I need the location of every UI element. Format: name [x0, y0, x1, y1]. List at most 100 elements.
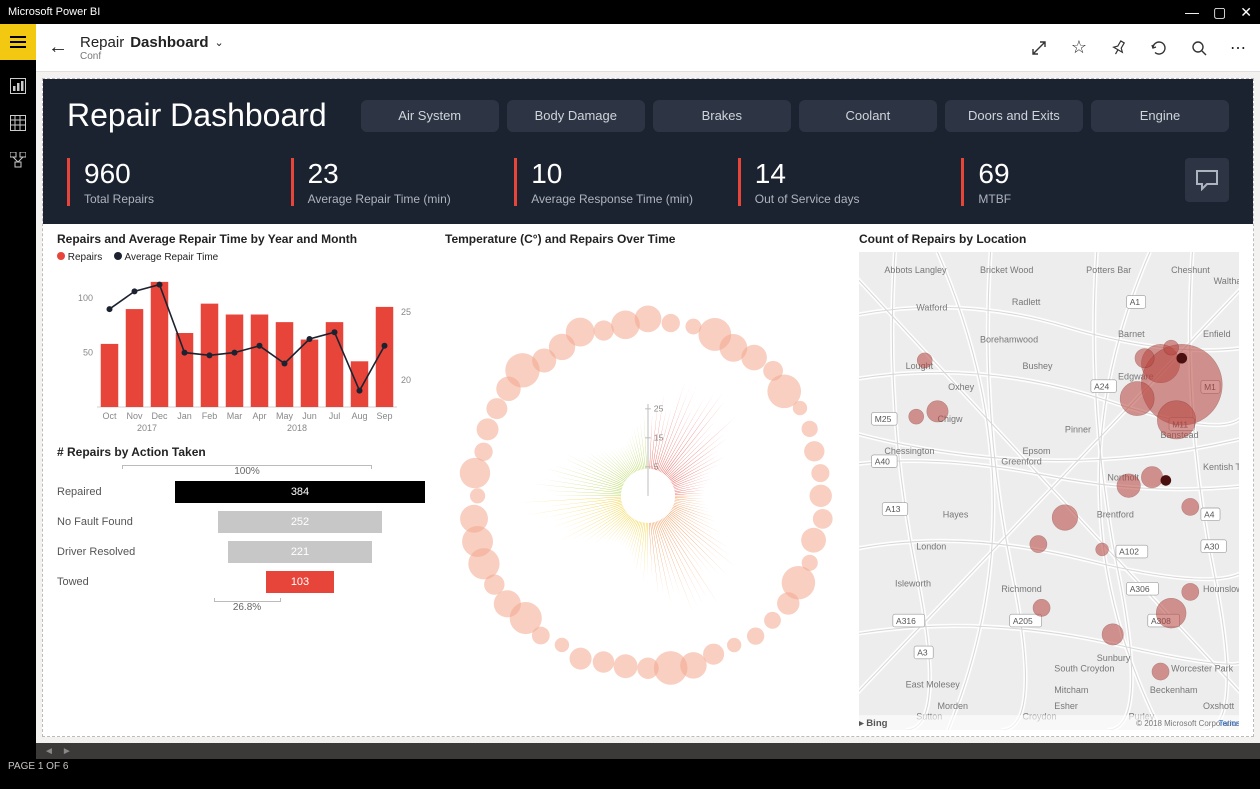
- page-indicator: PAGE 1 OF 6: [8, 761, 68, 772]
- svg-text:Apr: Apr: [252, 411, 266, 421]
- svg-text:Aug: Aug: [351, 411, 367, 421]
- app-title: Microsoft Power BI: [8, 6, 1185, 18]
- search-icon[interactable]: [1190, 39, 1208, 57]
- svg-text:A30: A30: [1204, 541, 1219, 551]
- combo-chart: 501002025OctNovDecJanFebMarAprMayJunJulA…: [57, 267, 437, 437]
- svg-text:Potters Bar: Potters Bar: [1086, 265, 1131, 275]
- page-prev-icon[interactable]: ◄: [44, 746, 54, 757]
- map-chart-card[interactable]: Count of Repairs by Location Abbots Lang…: [859, 232, 1239, 730]
- filter-pill-brakes[interactable]: Brakes: [653, 100, 791, 132]
- map-chart-title: Count of Repairs by Location: [859, 232, 1239, 246]
- map-chart: Abbots LangleyBricket WoodPotters BarChe…: [859, 252, 1239, 730]
- svg-text:Abbots Langley: Abbots Langley: [884, 265, 947, 275]
- svg-text:Sunbury: Sunbury: [1097, 653, 1131, 663]
- expand-icon[interactable]: [1030, 39, 1048, 57]
- kpi-label: MTBF: [978, 192, 1173, 206]
- action-row: Driver Resolved221: [57, 537, 437, 567]
- breadcrumb-sub: Conf: [80, 51, 224, 62]
- svg-text:Oct: Oct: [102, 411, 117, 421]
- action-bottom-label: 26.8%: [233, 602, 261, 613]
- comment-button[interactable]: [1185, 158, 1229, 202]
- filter-pill-body-damage[interactable]: Body Damage: [507, 100, 645, 132]
- filter-pill-coolant[interactable]: Coolant: [799, 100, 937, 132]
- maximize-icon[interactable]: ▢: [1213, 4, 1226, 21]
- action-row: Towed103: [57, 567, 437, 597]
- page-next-icon[interactable]: ►: [62, 746, 72, 757]
- svg-text:A1: A1: [1130, 297, 1141, 307]
- kpi-4: 69MTBF: [961, 158, 1173, 206]
- svg-text:25: 25: [401, 307, 411, 317]
- action-bar: 252: [218, 511, 382, 533]
- report-view-icon[interactable]: [10, 78, 26, 97]
- svg-text:Isleworth: Isleworth: [895, 579, 931, 589]
- svg-text:A3: A3: [917, 648, 928, 658]
- combo-chart-title: Repairs and Average Repair Time by Year …: [57, 232, 437, 246]
- legend-item: Repairs: [57, 252, 102, 263]
- kpi-3: 14Out of Service days: [738, 158, 950, 206]
- action-row: No Fault Found 252: [57, 507, 437, 537]
- hamburger-button[interactable]: [0, 24, 36, 60]
- report-canvas[interactable]: Repair Dashboard Air SystemBody DamageBr…: [42, 78, 1254, 737]
- svg-text:Sep: Sep: [376, 411, 392, 421]
- action-row: Repaired384: [57, 477, 437, 507]
- filter-pill-air-system[interactable]: Air System: [361, 100, 499, 132]
- kpi-label: Out of Service days: [755, 192, 950, 206]
- back-arrow-icon[interactable]: ←: [48, 36, 68, 59]
- chevron-down-icon[interactable]: ⌄: [215, 36, 224, 49]
- svg-text:Worcester Park: Worcester Park: [1171, 664, 1233, 674]
- kpi-label: Average Repair Time (min): [308, 192, 503, 206]
- titlebar: Microsoft Power BI — ▢ ✕: [0, 0, 1260, 24]
- action-bar: 103: [266, 571, 333, 593]
- radial-chart-card[interactable]: Temperature (C°) and Repairs Over Time 5…: [445, 232, 851, 730]
- svg-text:Epsom: Epsom: [1022, 446, 1050, 456]
- svg-text:Enfield: Enfield: [1203, 329, 1231, 339]
- svg-text:A102: A102: [1119, 547, 1139, 557]
- action-bar: 384: [175, 481, 425, 503]
- svg-text:20: 20: [401, 375, 411, 385]
- dashboard-header: Repair Dashboard Air SystemBody DamageBr…: [43, 79, 1253, 224]
- data-view-icon[interactable]: [10, 115, 26, 134]
- model-view-icon[interactable]: [10, 152, 26, 171]
- dashboard-title: Repair Dashboard: [67, 97, 327, 134]
- refresh-icon[interactable]: [1150, 39, 1168, 57]
- close-icon[interactable]: ✕: [1240, 4, 1252, 21]
- action-chart-card[interactable]: # Repairs by Action Taken 100% Repaired3…: [57, 445, 437, 613]
- svg-text:A4: A4: [1204, 510, 1215, 520]
- star-icon[interactable]: ☆: [1070, 39, 1088, 57]
- more-icon[interactable]: ⋯: [1230, 39, 1248, 57]
- combo-chart-card[interactable]: Repairs and Average Repair Time by Year …: [57, 232, 437, 437]
- svg-text:Mitcham: Mitcham: [1054, 685, 1088, 695]
- svg-text:Brentford: Brentford: [1097, 510, 1134, 520]
- svg-text:2017: 2017: [137, 423, 157, 433]
- filter-pill-engine[interactable]: Engine: [1091, 100, 1229, 132]
- svg-text:50: 50: [83, 348, 93, 358]
- svg-text:London: London: [916, 541, 946, 551]
- pin-icon[interactable]: [1110, 39, 1128, 57]
- svg-text:Radlett: Radlett: [1012, 297, 1041, 307]
- svg-text:A205: A205: [1013, 616, 1033, 626]
- action-chart-title: # Repairs by Action Taken: [57, 445, 437, 459]
- top-toolbar: ← Repair Dashboard ⌄ Conf ☆ ⋯: [36, 24, 1260, 72]
- svg-text:15: 15: [654, 433, 664, 443]
- svg-text:100: 100: [78, 293, 93, 303]
- minimize-icon[interactable]: —: [1185, 4, 1199, 20]
- status-bar: PAGE 1 OF 6: [0, 759, 1260, 773]
- kpi-value: 960: [84, 158, 279, 190]
- svg-text:Cheshunt: Cheshunt: [1171, 265, 1210, 275]
- svg-text:Borehamwood: Borehamwood: [980, 334, 1038, 344]
- breadcrumb[interactable]: Repair Dashboard ⌄ Conf: [80, 34, 224, 62]
- action-bar: 221: [228, 541, 372, 563]
- svg-text:Beckenham: Beckenham: [1150, 685, 1198, 695]
- kpi-1: 23Average Repair Time (min): [291, 158, 503, 206]
- svg-text:2018: 2018: [287, 423, 307, 433]
- breadcrumb-main: Repair: [80, 34, 124, 51]
- svg-text:Oxshott: Oxshott: [1203, 701, 1235, 711]
- svg-text:Hayes: Hayes: [943, 510, 969, 520]
- svg-text:Waltham: Waltham: [1214, 276, 1239, 286]
- svg-text:Jun: Jun: [302, 411, 317, 421]
- kpi-0: 960Total Repairs: [67, 158, 279, 206]
- action-label: No Fault Found: [57, 516, 157, 528]
- svg-text:A13: A13: [885, 504, 900, 514]
- filter-pill-doors-and-exits[interactable]: Doors and Exits: [945, 100, 1083, 132]
- svg-text:25: 25: [654, 404, 664, 414]
